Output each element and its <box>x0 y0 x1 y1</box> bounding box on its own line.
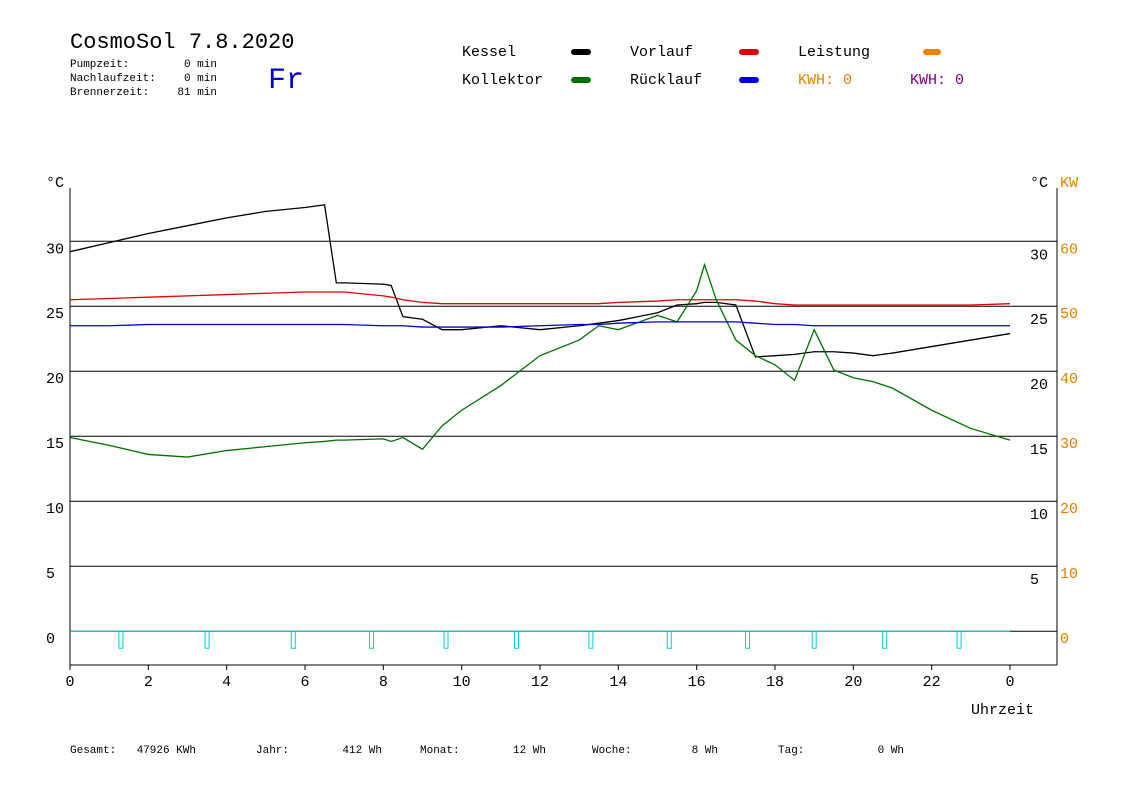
x-tick-label: 4 <box>222 674 231 691</box>
pulse <box>956 630 962 649</box>
pulse <box>666 630 672 649</box>
stat-value: 81 min <box>177 87 217 99</box>
y2-unit: °C <box>1030 175 1048 192</box>
series-line <box>70 321 1010 328</box>
stat-value: 0 min <box>184 59 217 71</box>
kwh-label: KWH: 0 <box>798 72 852 89</box>
y2-tick-label: 20 <box>1060 501 1078 518</box>
legend-label: Rücklauf <box>630 72 702 89</box>
y-tick-label-right: 5 <box>1030 572 1039 589</box>
kwh-label: KWH: 0 <box>910 72 964 89</box>
stat-label: Pumpzeit: <box>70 59 129 71</box>
series-line <box>69 262 1011 458</box>
footer-label: Gesamt: <box>70 745 116 757</box>
x-tick-label: 20 <box>844 674 862 691</box>
legend-label: Leistung <box>798 44 870 61</box>
y2-tick-label: 40 <box>1060 371 1078 388</box>
footer-label: Jahr: <box>256 745 289 757</box>
x-axis-label: Uhrzeit <box>971 702 1034 719</box>
pulse <box>811 630 817 649</box>
pulse <box>588 630 594 649</box>
x-tick-label: 10 <box>453 674 471 691</box>
y-tick-label-right: 20 <box>1030 377 1048 394</box>
stat-label: Nachlaufzeit: <box>70 73 156 85</box>
y-tick-label-right: 25 <box>1030 312 1048 329</box>
y-tick-label-right: 30 <box>1030 247 1048 264</box>
y2-tick-label: 50 <box>1060 306 1078 323</box>
legend-label: Vorlauf <box>630 44 693 61</box>
x-tick-label: 16 <box>688 674 706 691</box>
y2-label: KW <box>1060 175 1078 192</box>
pulse <box>443 630 449 649</box>
y-tick-label: 5 <box>46 566 55 583</box>
x-tick-label: 2 <box>144 674 153 691</box>
y2-tick-label: 60 <box>1060 241 1078 258</box>
y-tick-label: 30 <box>46 241 64 258</box>
series-line <box>69 204 1011 358</box>
footer-value: 8 Wh <box>692 745 718 757</box>
y-tick-label-right: 10 <box>1030 507 1048 524</box>
x-tick-label: 14 <box>609 674 627 691</box>
y-tick-label: 25 <box>46 306 64 323</box>
y2-tick-label: 10 <box>1060 566 1078 583</box>
y-tick-label-right: 15 <box>1030 442 1048 459</box>
y-tick-label: 0 <box>46 631 55 648</box>
footer-value: 412 Wh <box>342 745 382 757</box>
x-tick-label: 18 <box>766 674 784 691</box>
series-line <box>69 291 1011 306</box>
pulse <box>118 630 124 649</box>
legend-label: Kessel <box>462 44 516 61</box>
footer-value: 12 Wh <box>513 745 546 757</box>
y2-tick-label: 30 <box>1060 436 1078 453</box>
pulse <box>290 630 296 649</box>
x-tick-label: 0 <box>65 674 74 691</box>
x-tick-label: 8 <box>379 674 388 691</box>
footer-label: Tag: <box>778 745 804 757</box>
y-tick-label: 15 <box>46 436 64 453</box>
pulse <box>369 630 375 649</box>
x-tick-label: 6 <box>300 674 309 691</box>
y-tick-label: 10 <box>46 501 64 518</box>
footer-label: Monat: <box>420 745 460 757</box>
y-tick-label: 20 <box>46 371 64 388</box>
pulse <box>745 630 751 649</box>
day-label: Fr <box>268 64 304 98</box>
chart-title: CosmoSol 7.8.2020 <box>70 30 294 55</box>
pulse <box>882 630 888 649</box>
legend-label: Kollektor <box>462 72 543 89</box>
y-unit: °C <box>46 175 64 192</box>
x-tick-label: 12 <box>531 674 549 691</box>
pulse <box>514 630 519 649</box>
y2-tick-label: 0 <box>1060 631 1069 648</box>
footer-label: Woche: <box>592 745 632 757</box>
footer-value: 47926 KWh <box>137 745 196 757</box>
stat-label: Brennerzeit: <box>70 87 149 99</box>
x-tick-label: 0 <box>1005 674 1014 691</box>
x-tick-label: 22 <box>923 674 941 691</box>
footer-value: 0 Wh <box>878 745 904 757</box>
pulse <box>204 630 210 649</box>
stat-value: 0 min <box>184 73 217 85</box>
